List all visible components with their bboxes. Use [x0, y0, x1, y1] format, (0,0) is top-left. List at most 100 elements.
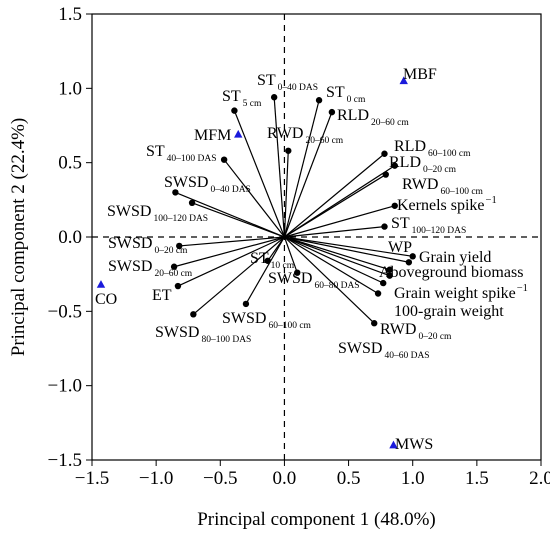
- y-tick-label: −1.5: [48, 450, 82, 471]
- loading-vector: [283, 150, 289, 238]
- vector-label: SWSD 80–100 DAS: [155, 324, 251, 345]
- vector-label: Aboveground biomass: [379, 264, 523, 281]
- loading-point: [172, 189, 179, 196]
- loading-point: [386, 266, 393, 273]
- vector-label: RWD 60–100 cm: [402, 176, 484, 197]
- loading-vector: [175, 191, 285, 238]
- loading-point: [371, 320, 378, 327]
- y-axis-label: Principal component 2 (22.4%): [8, 118, 29, 357]
- loading-point: [174, 282, 182, 290]
- loading-vector: [273, 97, 286, 238]
- loading-point: [190, 311, 197, 318]
- vector-label: ST 40–100 DAS: [146, 143, 217, 164]
- loading-vector: [173, 236, 285, 268]
- y-tick-label: 1.5: [58, 4, 82, 25]
- vector-label: ST 0–40 DAS: [257, 72, 318, 93]
- treatment-marker: [389, 440, 398, 449]
- vector-label: Kernels spike−1: [397, 195, 497, 214]
- treatment-label: MBF: [403, 66, 437, 83]
- x-tick-label: −1.5: [75, 468, 109, 489]
- x-axis-label: Principal component 1 (48.0%): [197, 509, 436, 530]
- loading-point: [315, 97, 323, 104]
- loading-point: [405, 259, 413, 266]
- loading-vector: [284, 236, 390, 277]
- vector-label: 100-grain weight: [394, 303, 504, 320]
- loading-vector: [223, 159, 285, 238]
- x-tick-label: 1.0: [401, 468, 425, 489]
- loading-point: [294, 269, 301, 276]
- loading-vector: [284, 153, 385, 238]
- vector-label: RLD 60–100 cm: [394, 138, 471, 159]
- loading-point: [381, 223, 388, 230]
- x-tick-label: −0.5: [203, 468, 237, 489]
- vector-label: RLD 0–20 cm: [389, 154, 457, 175]
- vector-label: Grain yield: [419, 249, 491, 266]
- loading-vector: [179, 236, 285, 247]
- loading-point: [220, 156, 228, 163]
- loading-point: [170, 263, 178, 270]
- loading-point: [176, 242, 183, 250]
- treatment-marker: [399, 76, 408, 85]
- loading-point: [242, 300, 250, 308]
- loading-vector: [191, 202, 285, 238]
- loading-vector: [284, 205, 395, 238]
- loading-point: [285, 147, 292, 154]
- loading-vector: [284, 225, 385, 238]
- loading-vector: [177, 236, 285, 287]
- vector-label: Grain weight spike−1: [394, 283, 528, 302]
- y-tick-label: 0.5: [58, 153, 82, 174]
- vector-label: ST 100–120 DAS: [391, 215, 466, 236]
- loading-vector: [284, 236, 375, 324]
- vector-label: ST 0 cm: [326, 84, 366, 105]
- loading-vector: [284, 236, 379, 295]
- vector-label: SWSD 0–20 cm: [108, 235, 188, 256]
- loading-vector: [245, 236, 285, 305]
- loading-vector: [284, 236, 390, 271]
- vector-label: ET: [152, 287, 172, 304]
- loading-vector: [284, 236, 413, 257]
- loading-point: [409, 253, 416, 260]
- vector-label: SWSD 60–100 cm: [222, 310, 312, 331]
- loading-vector: [283, 111, 333, 238]
- loading-vector: [283, 236, 298, 273]
- loading-point: [270, 94, 278, 101]
- loading-vector: [284, 236, 384, 284]
- vector-label: RWD 20–60 cm: [267, 125, 344, 146]
- vector-label: SWSD 0–40 DAS: [164, 174, 251, 195]
- vector-label: SWSD 100–120 DAS: [107, 203, 208, 224]
- loading-vector: [283, 100, 320, 238]
- y-tick-label: −0.5: [48, 301, 82, 322]
- loading-point: [386, 272, 393, 279]
- vector-label: RWD 0–20 cm: [380, 321, 452, 342]
- vector-label: WP: [388, 239, 412, 256]
- x-tick-label: 2.0: [529, 468, 550, 489]
- vector-label: RLD 20–60 cm: [337, 107, 409, 128]
- loading-point: [328, 108, 336, 116]
- y-tick-label: 0.0: [58, 227, 82, 248]
- loading-point: [231, 107, 238, 114]
- vector-label: SWSD 40–60 DAS: [338, 340, 430, 361]
- treatment-label: MFM: [194, 127, 231, 144]
- loading-point: [382, 171, 389, 178]
- loading-point: [391, 162, 398, 169]
- treatment-marker: [234, 129, 243, 138]
- vector-label: SWSD 20–60 cm: [108, 258, 193, 279]
- treatment-label: CO: [95, 291, 117, 308]
- treatment-marker: [96, 280, 106, 288]
- plot-frame: [91, 13, 542, 461]
- loading-vector: [233, 110, 285, 238]
- x-tick-label: 1.5: [465, 468, 489, 489]
- loading-point: [188, 199, 196, 207]
- loading-point: [374, 290, 382, 297]
- loading-vector: [192, 236, 285, 315]
- vector-label: ST 5 cm: [222, 88, 262, 109]
- treatment-label: MWS: [395, 436, 433, 453]
- x-tick-label: 0.5: [337, 468, 361, 489]
- y-tick-label: −1.0: [48, 376, 82, 397]
- loading-point: [381, 150, 388, 157]
- y-tick-label: 1.0: [58, 78, 82, 99]
- loading-vector: [284, 174, 387, 238]
- x-tick-label: −1.0: [139, 468, 173, 489]
- loading-point: [380, 279, 387, 287]
